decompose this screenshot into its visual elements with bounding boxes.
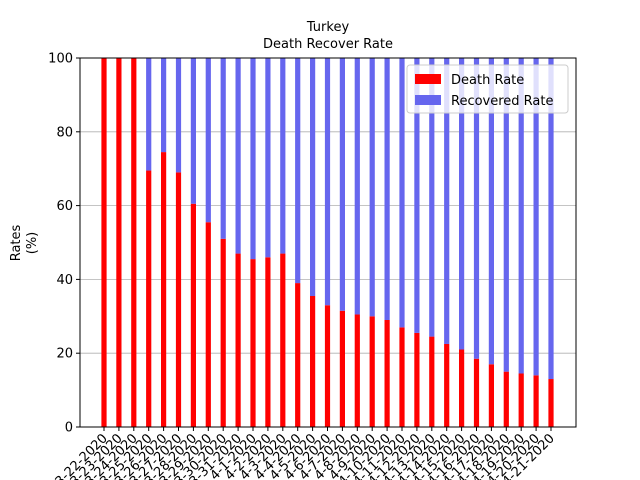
bar-segment	[503, 371, 509, 427]
bar-segment	[444, 343, 450, 427]
bar-segment	[175, 58, 182, 173]
bar-segment	[548, 58, 554, 380]
bar-segment	[518, 58, 524, 374]
bar-segment	[265, 58, 271, 258]
y-tick-label: 40	[56, 273, 73, 288]
bar-segment	[220, 238, 226, 427]
bar-segment	[399, 327, 405, 427]
bar-segment	[384, 58, 390, 320]
bar-segment	[488, 58, 494, 365]
bar-segment	[459, 58, 465, 350]
bar-segment	[503, 58, 509, 372]
bar-segment	[101, 58, 107, 427]
bar-segment	[414, 58, 420, 333]
bar-segment	[548, 379, 554, 427]
bar-segment	[473, 58, 480, 359]
y-tick-label: 20	[56, 347, 73, 362]
bar-segment	[324, 305, 331, 427]
legend-swatch	[415, 95, 441, 105]
bar-segment	[250, 58, 256, 260]
bar-segment	[131, 58, 137, 427]
bar-segment	[429, 336, 435, 427]
bar-segment	[399, 58, 405, 328]
bar-segment	[518, 373, 524, 427]
bar-segment	[429, 58, 435, 337]
chart-subtitle: Death Recover Rate	[263, 37, 393, 52]
bar-segment	[190, 58, 196, 204]
y-tick-label: 0	[65, 421, 73, 436]
y-tick-label: 60	[56, 199, 73, 214]
bar-segment	[310, 296, 316, 427]
bar-segment	[533, 58, 539, 376]
bar-segment	[205, 58, 211, 223]
bar-segment	[339, 310, 345, 427]
bar-segment	[354, 58, 360, 315]
bar-segment	[190, 203, 196, 427]
bar-segment	[369, 316, 375, 427]
bar-segment	[265, 257, 271, 427]
legend-label: Recovered Rate	[451, 94, 554, 109]
bar-segment	[339, 58, 345, 311]
bar-segment	[280, 58, 286, 254]
bar-segment	[146, 58, 152, 171]
bar-segment	[488, 364, 494, 427]
bar-segment	[324, 58, 331, 306]
bar-segment	[146, 170, 152, 428]
bar-segment	[161, 152, 167, 427]
bar-segment	[533, 375, 539, 427]
bar-segment	[369, 58, 375, 317]
bar-segment	[295, 283, 301, 427]
bar-segment	[235, 253, 241, 427]
bar-segment	[161, 58, 167, 153]
bar-segment	[295, 58, 301, 284]
y-axis-label: Rates	[9, 224, 24, 261]
bar-segment	[473, 358, 480, 427]
bar-segment	[175, 172, 182, 427]
y-axis-label: (%)	[25, 232, 40, 255]
legend-swatch	[415, 74, 441, 84]
legend-label: Death Rate	[451, 73, 524, 88]
bar-segment	[310, 58, 316, 297]
bar-segment	[384, 319, 390, 427]
bar-segment	[235, 58, 241, 254]
bar-segment	[220, 58, 226, 239]
plot-frame	[79, 57, 577, 428]
y-tick-label: 80	[56, 125, 73, 140]
bar-segment	[205, 222, 211, 427]
bar-segment	[354, 314, 360, 427]
bar-segment	[116, 58, 122, 427]
legend-box	[406, 64, 569, 114]
bar-segment	[414, 332, 420, 427]
chart-title: Turkey	[306, 20, 350, 35]
bar-segment	[280, 253, 286, 427]
bar-segment	[250, 259, 256, 427]
bar-segment	[459, 349, 465, 427]
y-tick-label: 100	[48, 52, 73, 67]
bar-segment	[444, 58, 450, 344]
